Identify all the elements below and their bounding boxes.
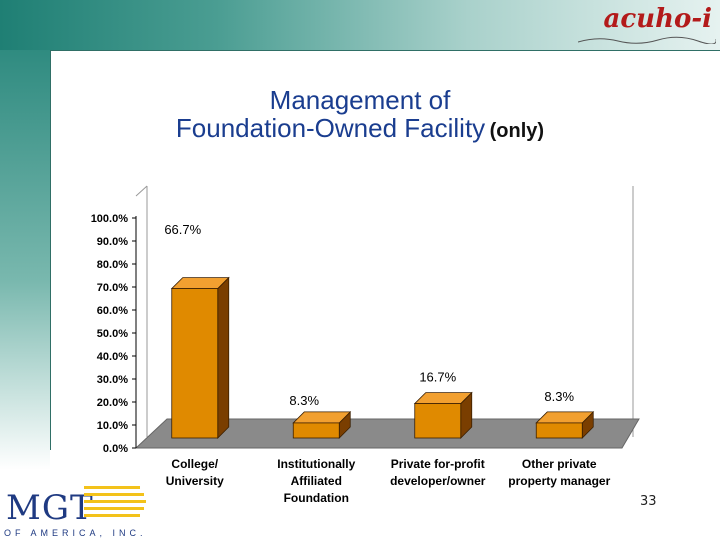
mgt-logo-text: MGT (6, 488, 94, 528)
data-label: 16.7% (419, 370, 456, 385)
y-tick-label: 40.0% (97, 351, 128, 363)
y-tick-label: 0.0% (103, 443, 128, 455)
y-tick-label: 20.0% (97, 397, 128, 409)
title-suffix: (only) (489, 120, 545, 142)
x-tick-label: developer/owner (390, 474, 486, 488)
data-label: 8.3% (289, 393, 319, 408)
x-tick-label: College/ (171, 457, 218, 471)
y-tick-label: 50.0% (97, 328, 128, 340)
acuho-logo-text: acuho-i (603, 4, 713, 34)
acuho-logo-tagline (578, 36, 716, 44)
x-tick-label: Private for-profit (391, 457, 485, 471)
page-title: Management of Foundation-Owned Facility … (60, 86, 660, 147)
mgt-logo: MGT OF AMERICA, INC. (0, 482, 150, 540)
y-tick-label: 10.0% (97, 420, 128, 432)
data-label: 66.7% (164, 222, 201, 237)
y-tick-label: 70.0% (97, 282, 128, 294)
x-tick-label: Affiliated (291, 474, 342, 488)
x-tick-label: Institutionally (277, 457, 355, 471)
frame-line-top (50, 50, 720, 51)
chart-floor (134, 418, 640, 449)
data-label: 8.3% (544, 389, 574, 404)
title-line1: Management of (269, 85, 451, 115)
page-number: 33 (640, 494, 657, 509)
left-band (0, 50, 50, 470)
y-tick-label: 90.0% (97, 236, 128, 248)
x-tick-label: University (166, 474, 224, 488)
x-tick-label: Foundation (284, 491, 349, 505)
bar (414, 403, 462, 439)
x-tick-label: property manager (508, 474, 610, 488)
back-wall-top-edge (135, 185, 148, 197)
bar (171, 288, 219, 439)
y-tick-label: 80.0% (97, 259, 128, 271)
x-tick-label: Other private (522, 457, 597, 471)
title-line2: Foundation-Owned Facility (175, 113, 486, 143)
bar (292, 422, 340, 439)
acuho-logo: acuho-i (578, 2, 718, 50)
header-band (0, 0, 720, 50)
bar-side (217, 276, 230, 439)
y-tick-label: 30.0% (97, 374, 128, 386)
mgt-logo-stripes (84, 486, 146, 517)
frame-line-left (50, 50, 51, 450)
y-tick-label: 60.0% (97, 305, 128, 317)
mgt-logo-subtitle: OF AMERICA, INC. (4, 528, 147, 538)
bar (535, 422, 583, 439)
y-tick-label: 100.0% (91, 213, 129, 225)
